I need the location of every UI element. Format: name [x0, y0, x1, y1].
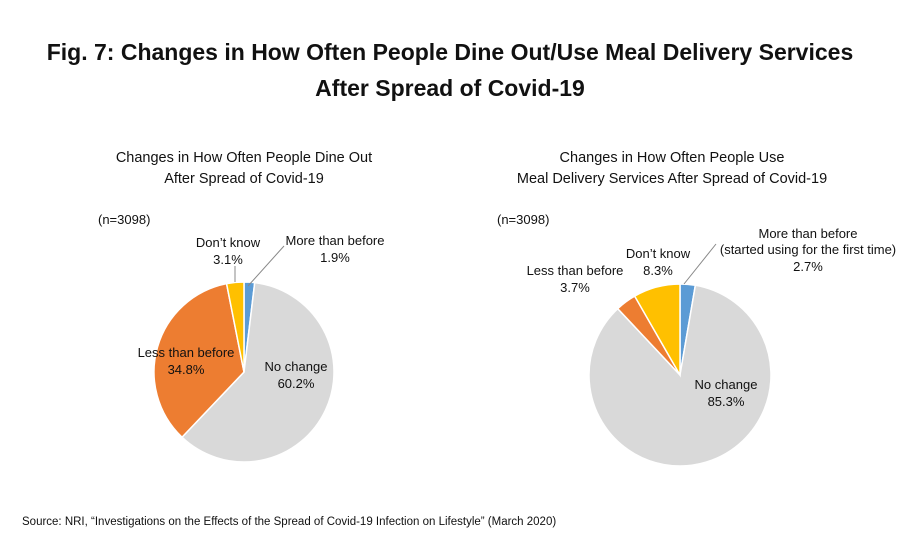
chart2-title-line2: Meal Delivery Services After Spread of C…	[516, 171, 828, 187]
chart1-n-label: (n=3098)	[98, 212, 151, 227]
chart1-value-less-than-before: 34.8%	[168, 362, 205, 377]
chart1-value-more-than-before: 1.9%	[320, 250, 350, 265]
chart2-leader-line-0	[683, 243, 717, 285]
figure-title-line1: Fig. 7: Changes in How Often People Dine…	[46, 39, 854, 65]
chart2-label-less-than-before: Less than before	[527, 263, 624, 278]
chart2-label-don-t-know: Don’t know	[626, 246, 691, 261]
chart2-title: Changes in How Often People Use Meal Del…	[492, 148, 852, 190]
chart1-title-line2: After Spread of Covid-19	[164, 171, 324, 187]
chart2-title-line1: Changes in How Often People Use	[559, 150, 785, 166]
chart2-value-more-than-before: 2.7%	[793, 259, 823, 274]
chart2-value-don-t-know: 8.3%	[643, 263, 673, 278]
chart1-label-less-than-before: Less than before	[138, 345, 235, 360]
chart1-slice-no-change	[180, 281, 335, 463]
figure-title: Fig. 7: Changes in How Often People Dine…	[0, 34, 900, 106]
source-note: Source: NRI, “Investigations on the Effe…	[22, 516, 557, 528]
chart2-label-no-change: No change	[695, 377, 758, 392]
chart2-n-label: (n=3098)	[497, 212, 550, 227]
chart1-title-line1: Changes in How Often People Dine Out	[115, 150, 373, 166]
chart1-leader-line-0	[247, 245, 285, 287]
chart2-label-more-than-before-line2: (started using for the first time)	[720, 242, 896, 257]
chart2-value-less-than-before: 3.7%	[560, 280, 590, 295]
chart1-label-don-t-know: Don’t know	[196, 235, 261, 250]
chart1-label-no-change: No change	[265, 359, 328, 374]
figure-title-line2: After Spread of Covid-19	[315, 75, 585, 101]
chart1-title: Changes in How Often People Dine Out Aft…	[64, 148, 424, 190]
chart1-slice-less-than-before	[153, 282, 245, 439]
chart1-label-more-than-before: More than before	[285, 233, 384, 248]
chart1-slice-don-t-know	[225, 281, 245, 373]
chart1-value-no-change: 60.2%	[278, 376, 315, 391]
chart2-slice-don-t-know	[633, 283, 681, 378]
chart2-label-more-than-before: More than before	[758, 226, 857, 241]
chart1-value-don-t-know: 3.1%	[213, 252, 243, 267]
chart2-value-no-change: 85.3%	[708, 394, 745, 409]
